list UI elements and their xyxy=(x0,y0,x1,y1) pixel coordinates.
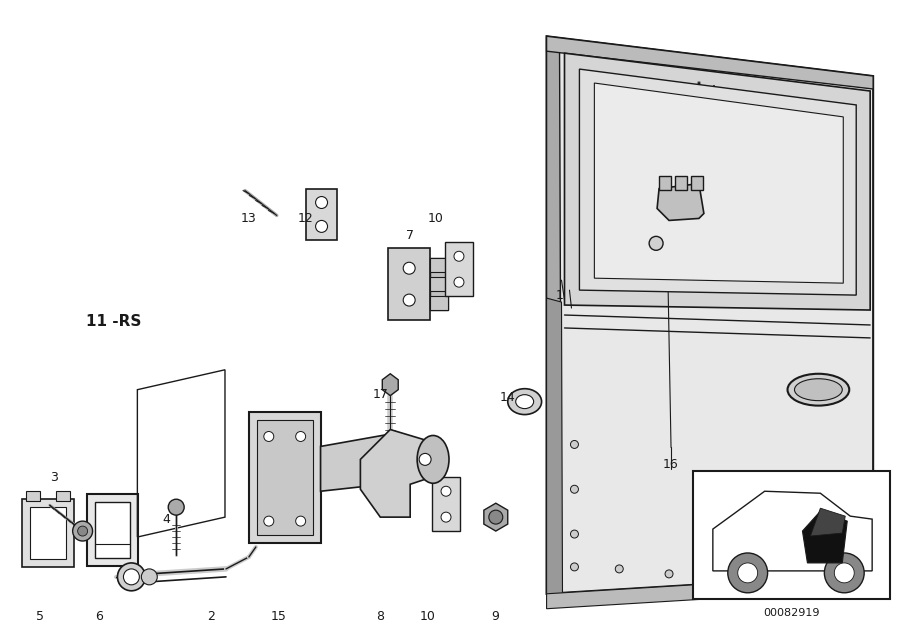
Ellipse shape xyxy=(571,485,579,493)
Text: 11 -RS: 11 -RS xyxy=(86,315,141,329)
Ellipse shape xyxy=(516,395,534,408)
Ellipse shape xyxy=(296,516,306,526)
Ellipse shape xyxy=(508,389,542,415)
Ellipse shape xyxy=(850,505,857,513)
Ellipse shape xyxy=(403,294,415,306)
Ellipse shape xyxy=(296,431,306,441)
Ellipse shape xyxy=(316,220,328,233)
Ellipse shape xyxy=(834,563,854,583)
Polygon shape xyxy=(546,574,873,609)
Ellipse shape xyxy=(489,510,503,524)
Ellipse shape xyxy=(454,251,464,261)
Bar xyxy=(430,277,448,291)
Polygon shape xyxy=(382,374,398,396)
Ellipse shape xyxy=(73,521,93,541)
Ellipse shape xyxy=(715,573,723,581)
Polygon shape xyxy=(657,183,704,220)
Text: 16: 16 xyxy=(663,458,679,471)
Bar xyxy=(306,189,338,240)
Bar xyxy=(26,491,40,501)
Bar xyxy=(432,477,460,531)
Ellipse shape xyxy=(419,454,431,466)
Bar xyxy=(22,499,74,567)
Bar xyxy=(256,420,312,535)
Ellipse shape xyxy=(264,516,274,526)
Ellipse shape xyxy=(316,197,328,208)
Polygon shape xyxy=(484,503,508,531)
Text: 1: 1 xyxy=(555,289,563,301)
Text: 13: 13 xyxy=(241,212,256,225)
Ellipse shape xyxy=(123,569,140,585)
Bar xyxy=(30,507,66,559)
Bar xyxy=(94,502,130,558)
Polygon shape xyxy=(580,69,856,295)
Bar xyxy=(430,258,448,310)
Polygon shape xyxy=(803,511,847,563)
Ellipse shape xyxy=(403,262,415,274)
Ellipse shape xyxy=(728,553,768,593)
Polygon shape xyxy=(564,53,870,310)
Bar xyxy=(430,296,448,310)
Text: 7: 7 xyxy=(406,229,414,242)
Ellipse shape xyxy=(168,499,184,515)
Bar xyxy=(249,412,320,543)
Text: 17: 17 xyxy=(373,388,388,401)
Ellipse shape xyxy=(118,563,145,590)
Text: 2: 2 xyxy=(207,610,215,623)
Bar xyxy=(445,242,473,296)
Text: 10: 10 xyxy=(420,610,436,623)
Text: 9: 9 xyxy=(491,610,499,623)
Ellipse shape xyxy=(824,553,864,593)
Ellipse shape xyxy=(738,563,758,583)
Ellipse shape xyxy=(850,535,857,543)
Ellipse shape xyxy=(788,374,850,406)
Bar xyxy=(659,176,671,190)
Text: 14: 14 xyxy=(500,391,516,404)
Ellipse shape xyxy=(571,563,579,571)
Ellipse shape xyxy=(649,236,663,250)
Bar xyxy=(675,176,687,190)
Ellipse shape xyxy=(571,440,579,448)
Text: 6: 6 xyxy=(95,610,104,623)
Polygon shape xyxy=(360,429,440,517)
Ellipse shape xyxy=(77,526,87,536)
Ellipse shape xyxy=(814,568,823,576)
Ellipse shape xyxy=(795,379,842,401)
Bar xyxy=(691,176,703,190)
Ellipse shape xyxy=(571,530,579,538)
Ellipse shape xyxy=(850,563,857,571)
Text: 5: 5 xyxy=(36,610,44,623)
Ellipse shape xyxy=(264,431,274,441)
Text: 12: 12 xyxy=(298,212,313,225)
Polygon shape xyxy=(546,36,562,597)
Polygon shape xyxy=(594,83,843,283)
Polygon shape xyxy=(546,298,562,599)
Ellipse shape xyxy=(454,277,464,287)
Bar xyxy=(388,248,430,320)
Ellipse shape xyxy=(441,512,451,522)
Text: 10: 10 xyxy=(428,212,444,225)
Polygon shape xyxy=(320,434,420,491)
Bar xyxy=(693,471,890,599)
Ellipse shape xyxy=(665,570,673,578)
Text: 15: 15 xyxy=(271,610,287,623)
Text: 8: 8 xyxy=(376,610,384,623)
Text: 00082919: 00082919 xyxy=(763,608,820,618)
Polygon shape xyxy=(713,491,872,571)
Polygon shape xyxy=(546,36,873,594)
Ellipse shape xyxy=(441,486,451,496)
Ellipse shape xyxy=(765,572,772,580)
Polygon shape xyxy=(810,508,845,536)
Bar xyxy=(56,491,69,501)
Polygon shape xyxy=(546,36,873,89)
Ellipse shape xyxy=(141,569,158,585)
Text: 3: 3 xyxy=(50,471,58,484)
Text: 4: 4 xyxy=(162,513,170,526)
Ellipse shape xyxy=(417,436,449,483)
Ellipse shape xyxy=(616,565,623,573)
Bar xyxy=(86,494,139,566)
Bar xyxy=(430,258,448,272)
